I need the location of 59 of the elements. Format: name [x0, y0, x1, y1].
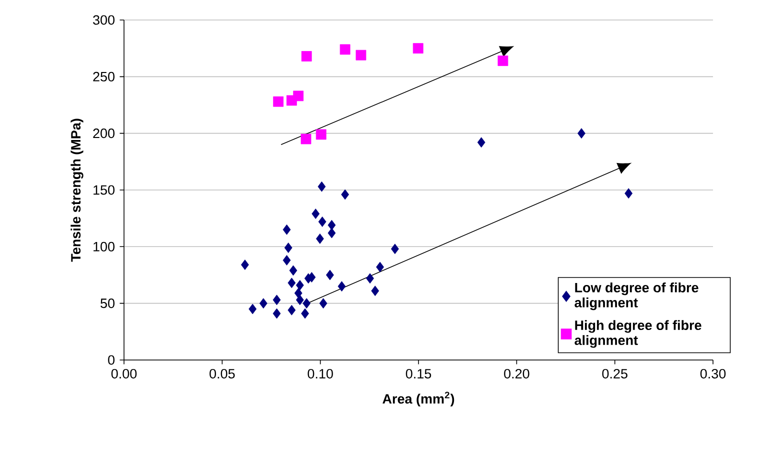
y-tick-label: 250	[93, 72, 115, 82]
point	[319, 298, 328, 309]
point	[390, 244, 399, 254]
legend-label: Low degree of fibre alignment	[574, 282, 698, 310]
y-tick-label: 0	[108, 355, 115, 365]
point	[412, 43, 424, 54]
point	[328, 228, 336, 238]
point	[288, 278, 296, 288]
point	[300, 134, 312, 144]
x-tick-label: 0.25	[602, 368, 628, 379]
y-tick-label: 150	[94, 185, 115, 195]
point	[477, 137, 486, 148]
point	[272, 294, 281, 306]
point	[326, 270, 334, 280]
point	[312, 208, 320, 219]
x-tick-label: 0.20	[504, 368, 530, 379]
point	[578, 128, 586, 139]
legend-label: High degree of fibre alignment	[574, 320, 702, 348]
point	[371, 286, 380, 296]
point	[318, 216, 326, 227]
point	[282, 255, 291, 266]
x-tick-label: 0.10	[308, 368, 333, 379]
point	[366, 273, 374, 284]
y-tick-label: 200	[93, 128, 115, 138]
y-tick-label: 300	[93, 15, 115, 25]
point	[316, 129, 326, 140]
point	[498, 56, 508, 66]
point	[284, 242, 292, 253]
point	[241, 260, 249, 270]
point	[293, 90, 304, 102]
point	[288, 304, 296, 316]
point	[282, 224, 291, 235]
point	[338, 281, 346, 292]
y-axis-title: Tensile strength (MPa)	[70, 118, 84, 262]
x-tick-label: 0.05	[210, 368, 235, 379]
point	[273, 96, 284, 107]
point	[318, 181, 326, 192]
point	[301, 51, 312, 62]
point	[296, 280, 304, 290]
x-tick-label: 0.30	[700, 368, 726, 379]
point	[302, 298, 311, 309]
point	[316, 234, 324, 244]
x-tick-label: 0.00	[111, 368, 137, 379]
point	[301, 308, 309, 319]
x-tick-label: 0.15	[406, 368, 432, 379]
point	[356, 50, 366, 60]
point	[294, 288, 302, 298]
point	[248, 304, 257, 314]
point	[328, 220, 336, 230]
y-tick-label: 50	[100, 298, 115, 308]
point	[376, 262, 384, 272]
y-tick-label: 100	[94, 242, 115, 252]
point	[624, 188, 633, 199]
point	[272, 308, 281, 319]
point	[289, 265, 298, 276]
point	[259, 298, 268, 309]
point	[341, 189, 350, 200]
point	[340, 44, 350, 55]
x-axis-title: Area (mm$^{2}$)	[382, 392, 454, 406]
